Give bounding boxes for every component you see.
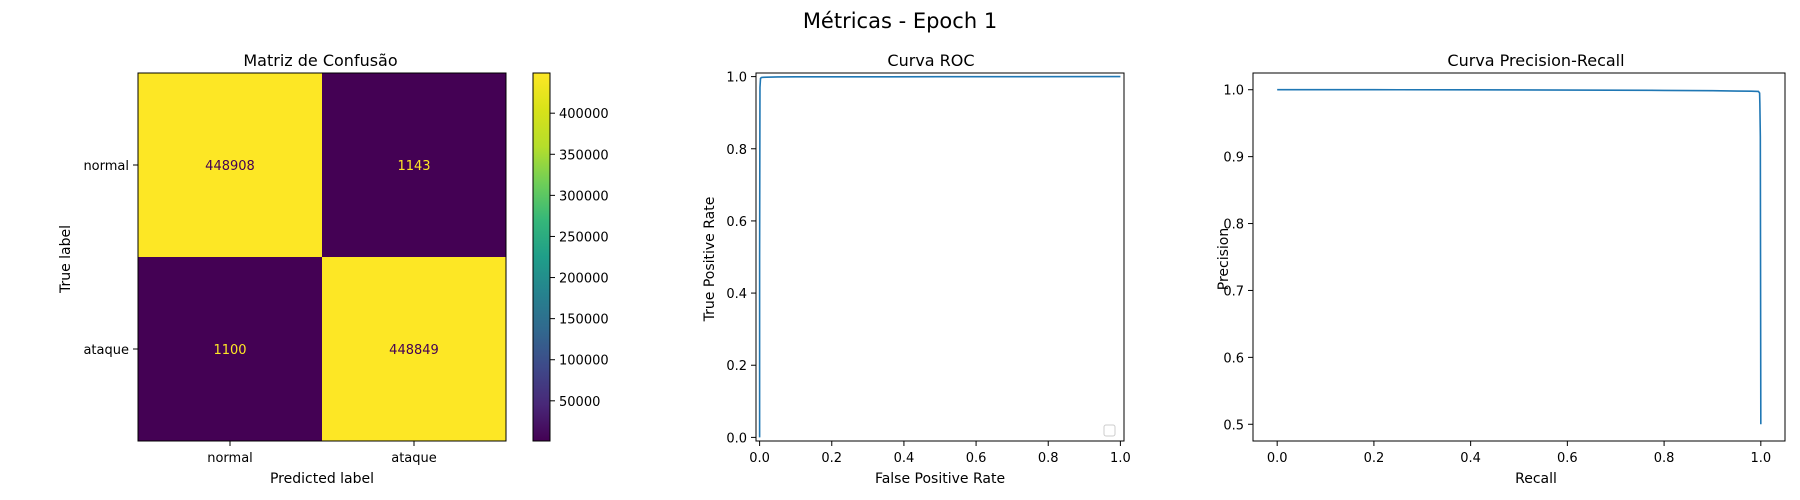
pr-ytick-label: 1.0 [1223,84,1244,99]
figure-title: Métricas - Epoch 1 [803,9,997,33]
cm-cell-value: 1100 [213,343,246,358]
pr-ylabel: Precision [1216,228,1232,290]
roc-xtick-label: 1.0 [1110,451,1131,466]
roc-xlabel: False Positive Rate [875,471,1005,487]
colorbar-tick-label: 50000 [559,395,600,410]
cm-frame [137,72,507,442]
pr-title: Curva Precision-Recall [1447,51,1624,70]
roc-ytick-label: 0.4 [726,287,747,302]
pr-ytick-label: 0.6 [1223,351,1244,366]
pr-ytick-label: 0.8 [1223,218,1244,233]
colorbar-tick-label: 350000 [559,148,609,163]
cm-xlabel: Predicted label [270,471,374,487]
roc-ylabel: True Positive Rate [702,197,718,323]
roc-xtick-label: 0.0 [749,451,770,466]
colorbar-tick-label: 100000 [559,354,609,369]
cm-cell-value: 1143 [397,159,430,174]
cm-title: Matriz de Confusão [243,51,397,70]
cm-cell [322,257,506,441]
roc-xtick-label: 0.8 [1038,451,1059,466]
roc-xtick-label: 0.2 [821,451,842,466]
pr-curve [1277,88,1762,425]
colorbar-tick-label: 250000 [559,230,609,245]
roc-ytick-label: 0.2 [726,359,747,374]
cm-cell [322,73,506,257]
pr-xtick-label: 0.2 [1364,451,1385,466]
colorbar-tick-label: 200000 [559,272,609,287]
roc-ytick-label: 0.8 [726,143,747,158]
roc-legend-box [1103,424,1116,437]
roc-frame [755,72,1125,442]
colorbar-tick-label: 150000 [559,313,609,328]
cm-colorbar [532,72,551,442]
roc-ytick-label: 1.0 [726,71,747,86]
pr-ytick-label: 0.5 [1223,418,1244,433]
pr-xtick-label: 1.0 [1750,451,1771,466]
cm-cell-value: 448908 [205,159,255,174]
cm-cell [138,257,322,441]
pr-xtick-label: 0.8 [1654,451,1675,466]
cm-cell [138,73,322,257]
colorbar-tick-label: 400000 [559,107,609,122]
roc-ytick-label: 0.0 [726,431,747,446]
cm-cell-value: 448849 [389,343,439,358]
cm-ytick-label: ataque [83,343,129,358]
pr-xlabel: Recall [1515,471,1557,487]
pr-xtick-label: 0.4 [1460,451,1481,466]
roc-xtick-label: 0.4 [894,451,915,466]
cm-xtick-label: ataque [391,451,437,466]
pr-frame [1252,72,1786,442]
pr-panel: Curva Precision-Recall 0.0 0.2 0.4 0.6 0.8 1.… [1216,51,1786,487]
pr-ytick-label: 0.7 [1223,284,1244,299]
roc-panel: Curva ROC 0.0 0.2 0.4 0.6 0.8 1.0 0.0 0.2 0.4 0.6… [702,51,1131,487]
roc-curve [758,75,1121,438]
roc-title: Curva ROC [887,51,974,70]
pr-xtick-label: 0.0 [1267,451,1288,466]
cm-xtick-label: normal [207,451,253,466]
pr-xtick-label: 0.6 [1557,451,1578,466]
roc-ytick-label: 0.6 [726,215,747,230]
colorbar-tick-label: 300000 [559,189,609,204]
roc-xtick-label: 0.6 [966,451,987,466]
cm-ylabel: True label [58,225,74,294]
pr-ytick-label: 0.9 [1223,151,1244,166]
cm-ytick-label: normal [83,159,129,174]
